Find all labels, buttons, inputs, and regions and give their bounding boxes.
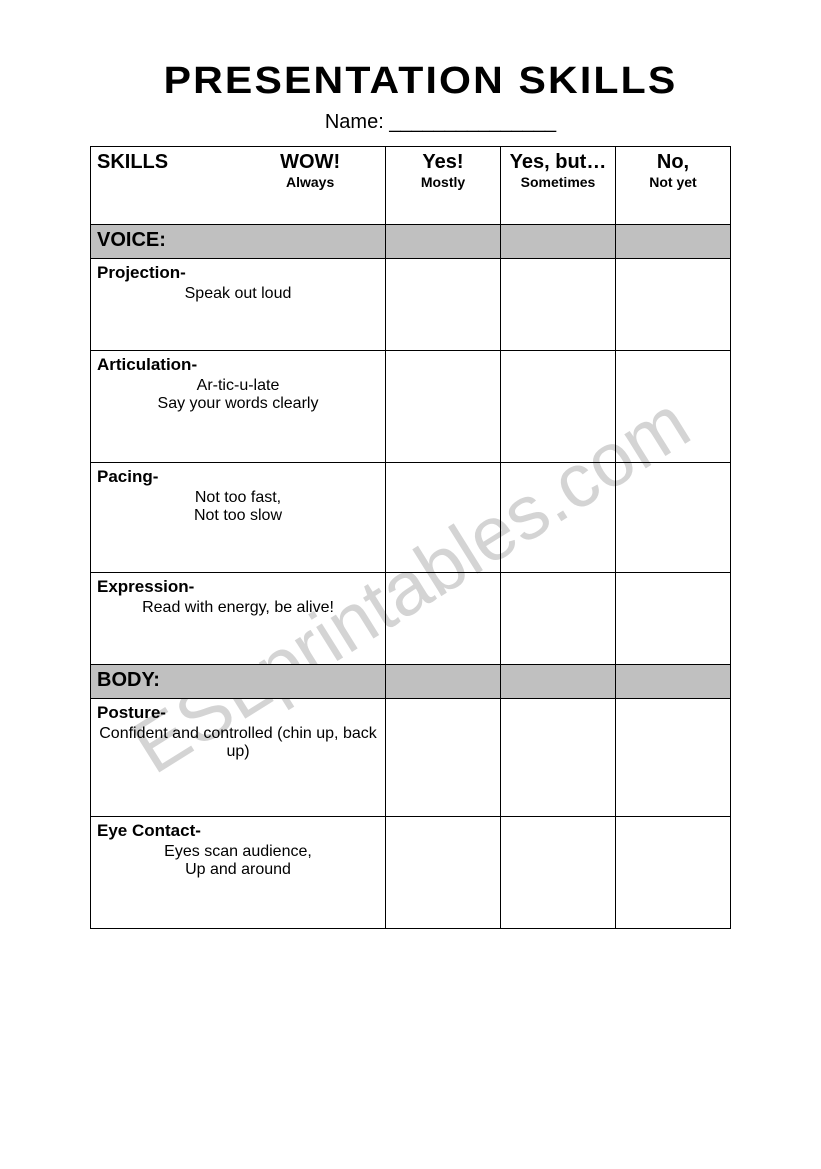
rating-cell[interactable] (616, 351, 731, 463)
header-rating-3-main: No, (622, 151, 724, 174)
section-label-voice: VOICE: (97, 229, 166, 251)
header-row: SKILLS WOW! Always Yes! Mostly Yes, but…… (91, 147, 731, 225)
skill-desc-projection: Speak out loud (97, 283, 379, 309)
rating-cell[interactable] (616, 259, 731, 351)
rating-cell[interactable] (386, 351, 501, 463)
skill-row-pacing: Pacing- Not too fast,Not too slow (91, 463, 731, 573)
header-rating-2: Yes, but… Sometimes (501, 147, 616, 225)
skill-title-expression: Expression- (97, 577, 379, 597)
header-rating-3-sub: Not yet (622, 174, 724, 190)
skill-row-eyecontact: Eye Contact- Eyes scan audience,Up and a… (91, 817, 731, 929)
header-skills-cell: SKILLS WOW! Always (91, 147, 386, 225)
skill-title-articulation: Articulation- (97, 355, 379, 375)
header-rating-3: No, Not yet (616, 147, 731, 225)
skill-row-projection: Projection- Speak out loud (91, 259, 731, 351)
header-rating-1: Yes! Mostly (386, 147, 501, 225)
rating-cell[interactable] (501, 817, 616, 929)
skill-row-posture: Posture- Confident and controlled (chin … (91, 699, 731, 817)
section-row-body: BODY: (91, 665, 731, 699)
skill-desc-articulation: Ar-tic-u-lateSay your words clearly (97, 375, 379, 419)
rating-cell[interactable] (501, 699, 616, 817)
header-skills-label: SKILLS (97, 151, 238, 174)
rating-cell[interactable] (501, 351, 616, 463)
rubric-table: SKILLS WOW! Always Yes! Mostly Yes, but…… (90, 146, 731, 929)
rating-cell[interactable] (386, 259, 501, 351)
skill-desc-eyecontact: Eyes scan audience,Up and around (97, 841, 379, 885)
header-rating-1-main: Yes! (392, 151, 494, 174)
rating-cell[interactable] (501, 259, 616, 351)
skill-row-expression: Expression- Read with energy, be alive! (91, 573, 731, 665)
header-rating-0-main: WOW! (242, 151, 377, 174)
rating-cell[interactable] (386, 463, 501, 573)
skill-desc-expression: Read with energy, be alive! (97, 597, 379, 623)
rating-cell[interactable] (501, 463, 616, 573)
header-rating-0-sub: Always (242, 174, 377, 190)
rating-cell[interactable] (616, 463, 731, 573)
skill-title-eyecontact: Eye Contact- (97, 821, 379, 841)
rating-cell[interactable] (386, 817, 501, 929)
section-row-voice: VOICE: (91, 225, 731, 259)
name-field-label: Name: _______________ (130, 111, 751, 134)
skill-row-articulation: Articulation- Ar-tic-u-lateSay your word… (91, 351, 731, 463)
rating-cell[interactable] (616, 699, 731, 817)
rating-cell[interactable] (386, 573, 501, 665)
rating-cell[interactable] (616, 573, 731, 665)
header-rating-2-main: Yes, but… (507, 151, 609, 174)
page-title: PRESENTATION SKILLS (64, 60, 778, 103)
skill-desc-posture: Confident and controlled (chin up, back … (97, 723, 379, 767)
rating-cell[interactable] (386, 699, 501, 817)
section-label-body: BODY: (97, 669, 160, 691)
skill-desc-pacing: Not too fast,Not too slow (97, 487, 379, 531)
header-rating-2-sub: Sometimes (507, 174, 609, 190)
skill-title-posture: Posture- (97, 703, 379, 723)
skill-title-pacing: Pacing- (97, 467, 379, 487)
skill-title-projection: Projection- (97, 263, 379, 283)
rating-cell[interactable] (616, 817, 731, 929)
rating-cell[interactable] (501, 573, 616, 665)
header-rating-1-sub: Mostly (392, 174, 494, 190)
